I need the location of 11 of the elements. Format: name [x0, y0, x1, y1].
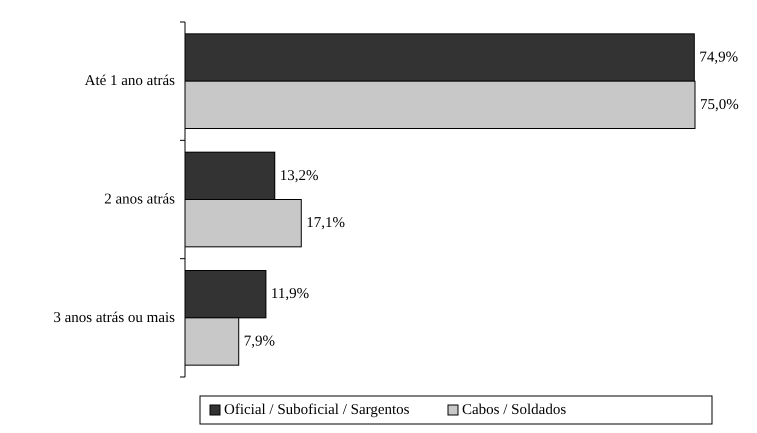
legend-label: Cabos / Soldados	[462, 402, 566, 418]
data-label: 7,9%	[244, 334, 275, 350]
data-label: 11,9%	[270, 286, 310, 302]
data-label: 74,9%	[699, 50, 738, 66]
y-tick-label: 3 anos atrás ou mais	[53, 310, 176, 326]
legend-label: Oficial / Suboficial / Sargentos	[224, 402, 410, 418]
y-tick-label: Até 1 ano atrás	[84, 73, 176, 90]
data-label: 75,0%	[700, 96, 739, 113]
y-tick-label: 2 anos atrás	[104, 192, 176, 208]
data-label: 13,2%	[280, 168, 319, 184]
data-label: 17,1%	[306, 215, 346, 232]
